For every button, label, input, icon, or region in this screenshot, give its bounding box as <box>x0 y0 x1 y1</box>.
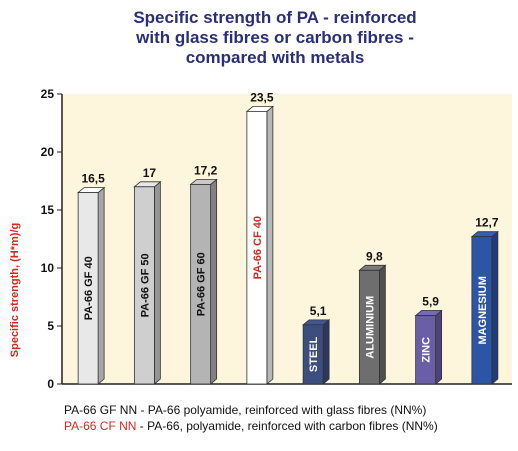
legend-carbon-text: - PA-66, polyamide, reinforced with carb… <box>136 419 438 433</box>
title-line-3: compared with metals <box>185 48 365 67</box>
bar-side <box>210 178 218 385</box>
legend: PA-66 GF NN - PA-66 polyamide, reinforce… <box>64 402 514 434</box>
legend-line-glass: PA-66 GF NN - PA-66 polyamide, reinforce… <box>64 403 427 417</box>
bar <box>77 192 99 385</box>
bar-side <box>491 230 499 385</box>
y-tick-label: 0 <box>47 377 54 391</box>
bar-category-label: PA-66 CF 40 <box>252 216 264 279</box>
bar-group: 9,8 ALUMINIUM <box>358 249 387 385</box>
bar-side <box>378 264 386 385</box>
bar-group: 23,5 PA-66 CF 40 <box>245 90 274 385</box>
bar-category-label: ALUMINIUM <box>364 296 376 359</box>
y-tick-label: 25 <box>41 87 55 101</box>
bar-category-label: STEEL <box>308 336 320 372</box>
title-line-1: Specific strength of PA - reinforced <box>133 8 417 27</box>
legend-carbon-key: PA-66 CF NN <box>64 419 137 433</box>
plot-background <box>62 94 512 384</box>
bar-value-label: 23,5 <box>250 90 274 104</box>
y-tick-label: 20 <box>41 145 55 159</box>
legend-line-carbon: PA-66 CF NN - PA-66, polyamide, reinforc… <box>64 418 514 434</box>
bar-category-label: PA-66 GF 50 <box>139 253 151 317</box>
bar-group: 5,1 STEEL <box>302 304 331 385</box>
bar <box>133 186 155 385</box>
bar-group: 17,2 PA-66 GF 60 <box>189 163 218 385</box>
bar-category-label: MAGNESIUM <box>477 276 489 344</box>
bar-group: 12,7 MAGNESIUM <box>470 216 499 385</box>
bar <box>358 269 380 385</box>
bar-side <box>266 105 274 385</box>
y-tick-label: 5 <box>47 319 54 333</box>
bar-value-label: 17 <box>143 166 157 180</box>
y-tick-label: 10 <box>41 261 55 275</box>
bar-value-label: 17,2 <box>194 163 218 177</box>
bar-value-label: 5,1 <box>310 304 327 318</box>
title-line-2: with glass fibres or carbon fibres - <box>136 28 414 47</box>
y-tick-label: 15 <box>41 203 55 217</box>
chart-title: Specific strength of PA - reinforced wit… <box>60 8 490 68</box>
bar-side <box>435 309 443 385</box>
bar-side <box>153 180 161 385</box>
bar <box>302 324 324 385</box>
bar-value-label: 5,9 <box>422 295 439 309</box>
bar-category-label: PA-66 GF 40 <box>83 256 95 320</box>
bar-category-label: ZINC <box>421 337 433 363</box>
bar-side <box>97 186 105 385</box>
bar-side <box>322 318 330 385</box>
bar-group: 17 PA-66 GF 50 <box>133 166 162 385</box>
bar-group: 16,5 PA-66 GF 40 <box>77 172 106 385</box>
bar-group: 5,9 ZINC <box>414 295 443 385</box>
y-axis-label: Specific strength, (H*m)/g <box>9 223 21 357</box>
bar <box>246 111 268 385</box>
bar <box>415 315 437 385</box>
bar <box>190 184 212 385</box>
bar-value-label: 12,7 <box>475 216 499 230</box>
bar-value-label: 16,5 <box>81 172 105 186</box>
bar <box>471 236 493 385</box>
bar-chart: Specific strength, (H*m)/g 0 5 10 15 20 25 16… <box>9 87 512 391</box>
bar-value-label: 9,8 <box>366 249 383 263</box>
bar-category-label: PA-66 GF 60 <box>196 252 208 316</box>
